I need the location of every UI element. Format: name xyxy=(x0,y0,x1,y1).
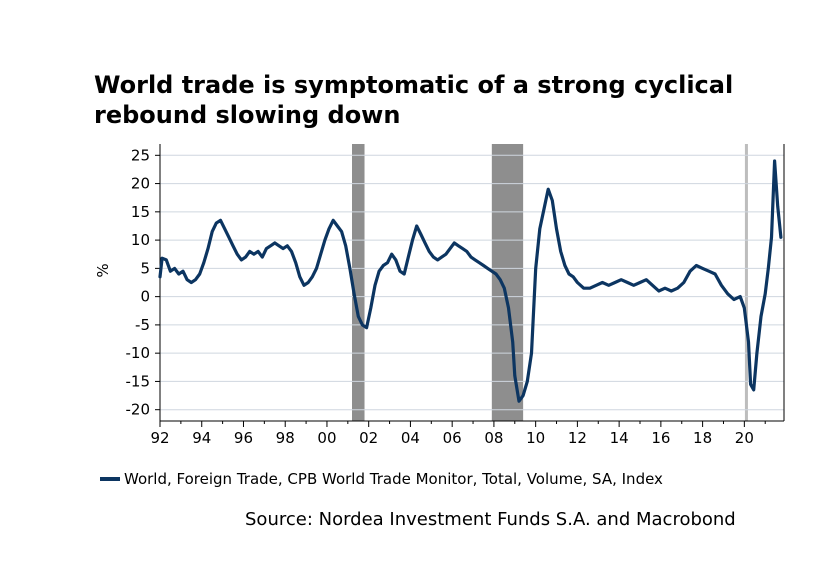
x-tick-label-13: 18 xyxy=(693,429,712,447)
series-group xyxy=(158,159,783,403)
y-tick-label-7: -10 xyxy=(126,344,151,362)
x-tick-label-8: 08 xyxy=(484,429,503,447)
x-tick-labels: 92 94 96 98 00 02 04 06 08 10 12 14 16 18 20 xyxy=(150,429,753,447)
legend: World, Foreign Trade, CPB World Trade Mo… xyxy=(100,470,663,488)
y-tick-label-2: 15 xyxy=(131,203,150,221)
chart-svg: 25 20 15 10 5 0 -5 -10 -15 -20 92 94 96 98 00 02 04 06 08… xyxy=(94,144,785,447)
x-tick-label-5: 02 xyxy=(359,429,378,447)
recession-bands xyxy=(352,144,748,421)
x-tick-label-1: 94 xyxy=(192,429,211,447)
y-tick-label-3: 10 xyxy=(131,231,150,249)
y-tick-label-4: 5 xyxy=(140,259,150,277)
recession-band-1 xyxy=(491,144,524,421)
x-tick-label-12: 16 xyxy=(651,429,670,447)
y-tick-label-0: 25 xyxy=(131,146,150,164)
x-tick-label-0: 92 xyxy=(150,429,169,447)
y-axis-label: % xyxy=(94,263,112,277)
x-tick-label-7: 06 xyxy=(443,429,462,447)
y-tick-label-5: 0 xyxy=(140,288,150,306)
x-tick-label-4: 00 xyxy=(317,429,336,447)
y-tick-label-9: -20 xyxy=(126,401,151,419)
x-tick-label-2: 96 xyxy=(234,429,253,447)
x-tick-label-11: 14 xyxy=(610,429,629,447)
y-tick-labels: 25 20 15 10 5 0 -5 -10 -15 -20 xyxy=(126,146,151,418)
series-line-0 xyxy=(158,159,783,403)
x-tick-label-10: 12 xyxy=(568,429,587,447)
y-tick-label-8: -15 xyxy=(126,372,151,390)
axes xyxy=(155,144,785,427)
x-tick-label-6: 04 xyxy=(401,429,420,447)
y-tick-label-6: -5 xyxy=(135,316,150,334)
gridlines xyxy=(160,154,784,411)
legend-label: World, Foreign Trade, CPB World Trade Mo… xyxy=(124,470,663,488)
x-tick-label-9: 10 xyxy=(526,429,545,447)
x-tick-label-14: 20 xyxy=(735,429,754,447)
x-tick-label-3: 98 xyxy=(276,429,295,447)
chart-title: World trade is symptomatic of a strong c… xyxy=(94,71,734,129)
y-tick-label-1: 20 xyxy=(131,175,150,193)
source-note: Source: Nordea Investment Funds S.A. and… xyxy=(245,509,736,530)
legend-swatch xyxy=(100,477,120,481)
recession-band-0 xyxy=(352,144,365,421)
